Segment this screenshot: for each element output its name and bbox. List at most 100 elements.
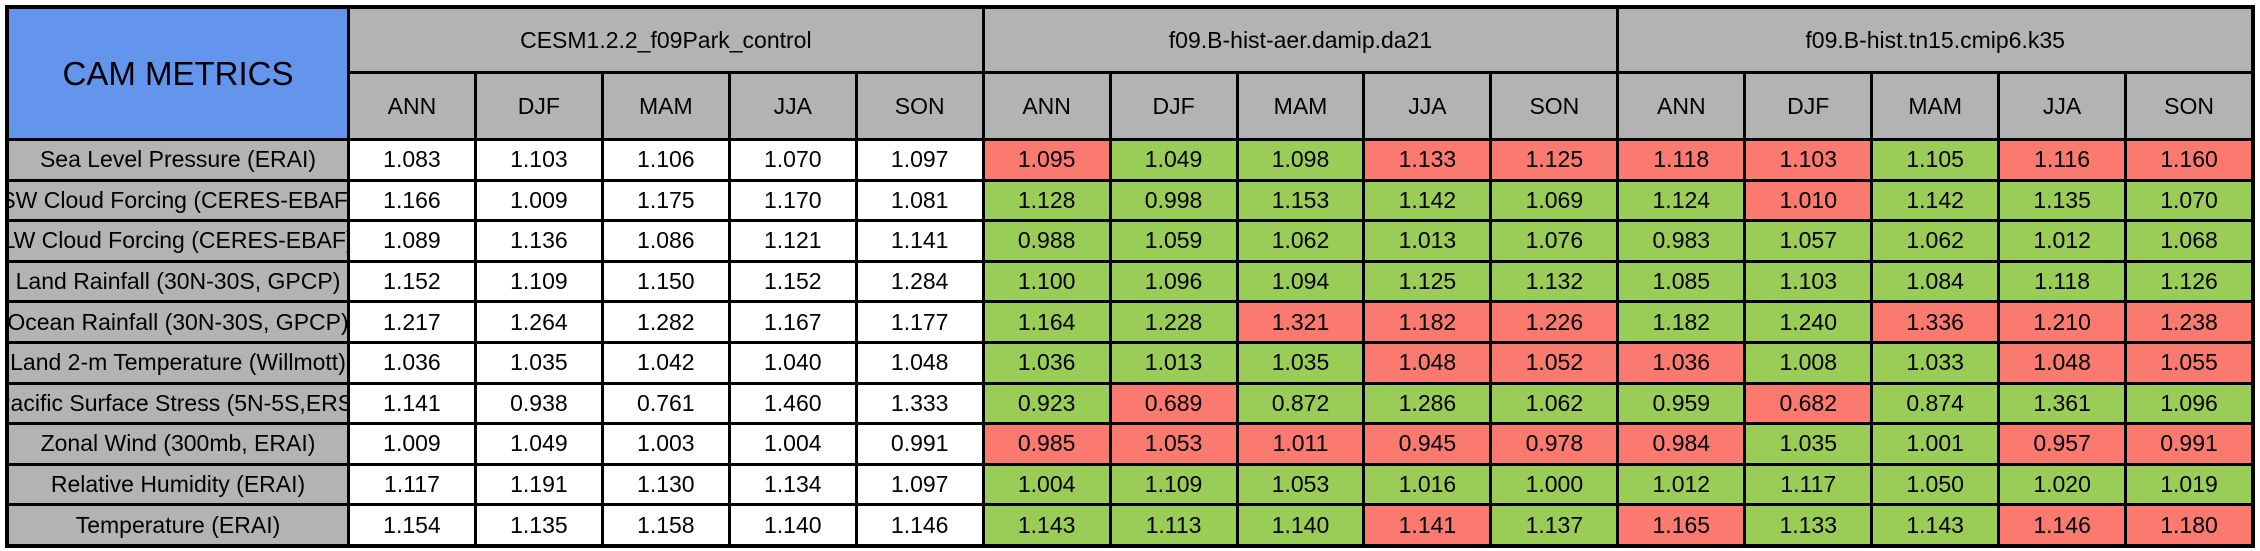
metric-cell-r9-g0-ann: 1.154 [350, 506, 474, 544]
metric-cell-r7-g2-mam: 1.001 [1873, 425, 1998, 463]
metric-cell-r0-g2-jja: 1.116 [2000, 141, 2125, 179]
metric-cell-r9-g0-djf: 1.135 [476, 506, 601, 544]
row-label-5: Land 2-m Temperature (Willmott) [9, 343, 347, 382]
column-group-title-0: CESM1.2.2_f09Park_control [350, 9, 982, 71]
metric-cell-r8-g0-djf: 1.191 [476, 465, 601, 504]
metric-cell-r8-g2-son: 1.019 [2127, 465, 2251, 504]
metric-cell-r4-g1-son: 1.226 [1492, 303, 1617, 341]
metric-cell-r3-g1-ann: 1.100 [984, 262, 1109, 301]
metric-cell-r2-g0-mam: 1.086 [603, 222, 728, 260]
metric-cell-r0-g0-son: 1.097 [857, 141, 982, 179]
column-group-title-1: f09.B-hist-aer.damip.da21 [984, 9, 1617, 71]
metric-cell-r0-g2-son: 1.160 [2127, 141, 2251, 179]
season-header-ann-group-0: ANN [350, 74, 474, 138]
metric-cell-r0-g0-djf: 1.103 [476, 141, 601, 179]
metric-cell-r6-g1-jja: 1.286 [1365, 384, 1490, 423]
metric-cell-r5-g1-ann: 1.036 [984, 343, 1109, 382]
metric-cell-r9-g1-mam: 1.140 [1238, 506, 1363, 544]
metric-cell-r6-g0-ann: 1.141 [350, 384, 474, 423]
metric-cell-r0-g0-jja: 1.070 [730, 141, 855, 179]
metric-cell-r5-g2-djf: 1.008 [1746, 343, 1871, 382]
row-label-6: Pacific Surface Stress (5N-5S,ERS) [9, 384, 347, 423]
season-header-djf-group-2: DJF [1746, 74, 1871, 138]
metric-cell-r9-g1-djf: 1.113 [1111, 506, 1236, 544]
metric-cell-r6-g0-son: 1.333 [857, 384, 982, 423]
metric-cell-r1-g1-jja: 1.142 [1365, 181, 1490, 220]
metric-cell-r8-g1-jja: 1.016 [1365, 465, 1490, 504]
metric-cell-r1-g0-djf: 1.009 [476, 181, 601, 220]
metric-cell-r7-g0-jja: 1.004 [730, 425, 855, 463]
metric-cell-r0-g1-mam: 1.098 [1238, 141, 1363, 179]
metric-cell-r2-g0-ann: 1.089 [350, 222, 474, 260]
metric-cell-r9-g2-son: 1.180 [2127, 506, 2251, 544]
metric-cell-r8-g0-son: 1.097 [857, 465, 982, 504]
season-header-ann-group-2: ANN [1619, 74, 1744, 138]
metric-cell-r3-g2-mam: 1.084 [1873, 262, 1998, 301]
metric-cell-r2-g1-ann: 0.988 [984, 222, 1109, 260]
season-header-mam-group-0: MAM [603, 74, 728, 138]
metric-cell-r5-g2-ann: 1.036 [1619, 343, 1744, 382]
metric-cell-r2-g0-son: 1.141 [857, 222, 982, 260]
metric-cell-r3-g1-jja: 1.125 [1365, 262, 1490, 301]
metric-cell-r1-g1-djf: 0.998 [1111, 181, 1236, 220]
metric-cell-r7-g0-mam: 1.003 [603, 425, 728, 463]
row-label-8: Relative Humidity (ERAI) [9, 465, 347, 504]
metric-cell-r0-g2-ann: 1.118 [1619, 141, 1744, 179]
metric-cell-r1-g2-djf: 1.010 [1746, 181, 1871, 220]
season-header-mam-group-1: MAM [1238, 74, 1363, 138]
metric-cell-r3-g0-mam: 1.150 [603, 262, 728, 301]
column-group-title-2: f09.B-hist.tn15.cmip6.k35 [1619, 9, 2251, 71]
metric-cell-r8-g1-djf: 1.109 [1111, 465, 1236, 504]
metric-cell-r6-g2-mam: 0.874 [1873, 384, 1998, 423]
metric-cell-r4-g1-jja: 1.182 [1365, 303, 1490, 341]
metric-cell-r5-g1-jja: 1.048 [1365, 343, 1490, 382]
metric-cell-r4-g2-djf: 1.240 [1746, 303, 1871, 341]
metric-cell-r8-g1-son: 1.000 [1492, 465, 1617, 504]
metric-cell-r3-g0-djf: 1.109 [476, 262, 601, 301]
metric-cell-r2-g2-son: 1.068 [2127, 222, 2251, 260]
metric-cell-r3-g1-mam: 1.094 [1238, 262, 1363, 301]
metric-cell-r6-g1-son: 1.062 [1492, 384, 1617, 423]
metric-cell-r4-g1-djf: 1.228 [1111, 303, 1236, 341]
metric-cell-r0-g0-mam: 1.106 [603, 141, 728, 179]
metric-cell-r2-g1-son: 1.076 [1492, 222, 1617, 260]
metric-cell-r4-g0-jja: 1.167 [730, 303, 855, 341]
table-title: CAM METRICS [9, 9, 347, 138]
metric-cell-r5-g2-jja: 1.048 [2000, 343, 2125, 382]
metric-cell-r7-g1-ann: 0.985 [984, 425, 1109, 463]
metric-cell-r9-g1-son: 1.137 [1492, 506, 1617, 544]
metric-cell-r5-g2-son: 1.055 [2127, 343, 2251, 382]
metric-cell-r9-g0-jja: 1.140 [730, 506, 855, 544]
metric-cell-r2-g2-jja: 1.012 [2000, 222, 2125, 260]
metric-cell-r9-g2-jja: 1.146 [2000, 506, 2125, 544]
metric-cell-r3-g2-jja: 1.118 [2000, 262, 2125, 301]
metric-cell-r5-g0-jja: 1.040 [730, 343, 855, 382]
metric-cell-r4-g2-mam: 1.336 [1873, 303, 1998, 341]
metric-cell-r3-g0-ann: 1.152 [350, 262, 474, 301]
metric-cell-r2-g1-djf: 1.059 [1111, 222, 1236, 260]
metric-cell-r7-g1-son: 0.978 [1492, 425, 1617, 463]
metric-cell-r4-g0-djf: 1.264 [476, 303, 601, 341]
metric-cell-r8-g2-jja: 1.020 [2000, 465, 2125, 504]
metric-cell-r1-g2-mam: 1.142 [1873, 181, 1998, 220]
metric-cell-r5-g0-ann: 1.036 [350, 343, 474, 382]
metric-cell-r3-g0-jja: 1.152 [730, 262, 855, 301]
metric-cell-r9-g2-mam: 1.143 [1873, 506, 1998, 544]
season-header-jja-group-1: JJA [1365, 74, 1490, 138]
metric-cell-r2-g2-djf: 1.057 [1746, 222, 1871, 260]
metric-cell-r0-g0-ann: 1.083 [350, 141, 474, 179]
row-label-7: Zonal Wind (300mb, ERAI) [9, 425, 347, 463]
metric-cell-r7-g0-son: 0.991 [857, 425, 982, 463]
season-header-ann-group-1: ANN [984, 74, 1109, 138]
metric-cell-r6-g2-son: 1.096 [2127, 384, 2251, 423]
metric-cell-r3-g1-son: 1.132 [1492, 262, 1617, 301]
metric-cell-r1-g0-jja: 1.170 [730, 181, 855, 220]
metric-cell-r2-g2-ann: 0.983 [1619, 222, 1744, 260]
metric-cell-r9-g1-ann: 1.143 [984, 506, 1109, 544]
metric-cell-r1-g2-son: 1.070 [2127, 181, 2251, 220]
metric-cell-r1-g2-jja: 1.135 [2000, 181, 2125, 220]
metric-cell-r7-g0-ann: 1.009 [350, 425, 474, 463]
metric-cell-r2-g1-mam: 1.062 [1238, 222, 1363, 260]
metric-cell-r9-g2-ann: 1.165 [1619, 506, 1744, 544]
metric-cell-r2-g1-jja: 1.013 [1365, 222, 1490, 260]
